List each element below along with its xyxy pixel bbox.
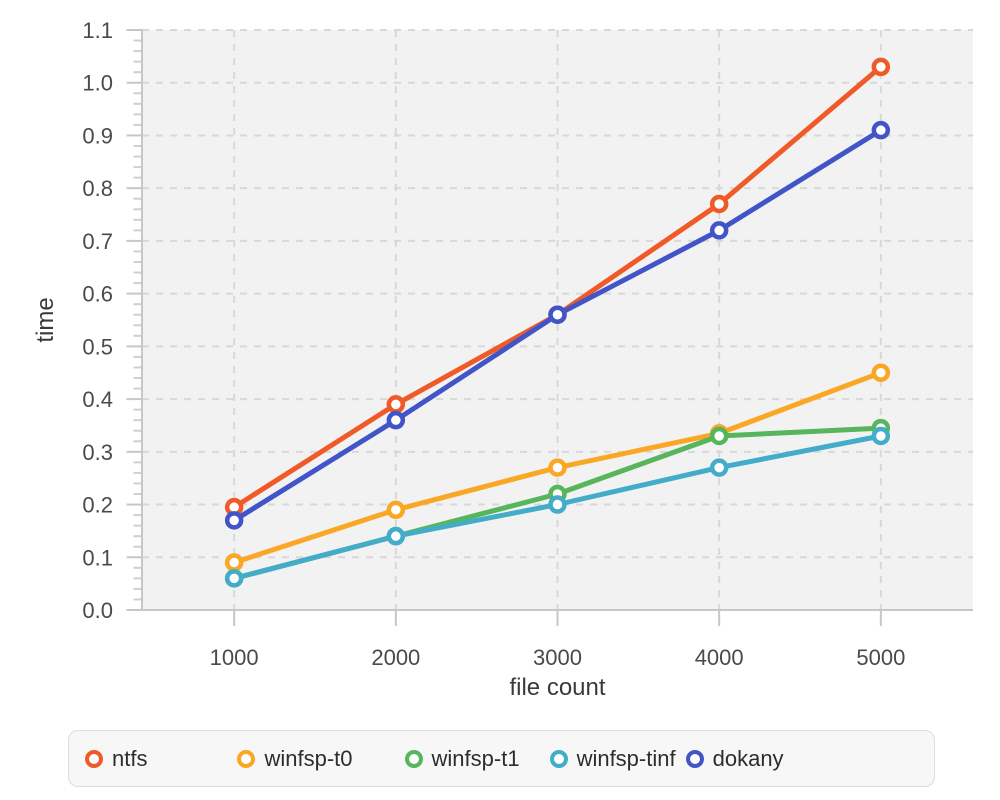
data-point-winfsp-tinf-1000: [224, 569, 244, 588]
data-point-winfsp-tinf-5000: [871, 426, 891, 446]
data-point-dokany-1000: [224, 511, 244, 530]
tick-labels: 0.0 0.1 0.2 0.3 0.4 0.5 0.6 0.7 0.8 0.9 1.0 1.1 1000…: [82, 18, 905, 670]
series-winfsp-tinf: [224, 426, 891, 588]
legend-item-label: winfsp-t0: [264, 745, 353, 771]
series-dokany: [224, 120, 891, 530]
legend-item-ntfs[interactable]: ntfs: [85, 746, 147, 772]
y-tick-label: 1.0: [82, 71, 113, 96]
data-point-dokany-5000: [871, 120, 891, 140]
y-tick-label: 0.0: [82, 598, 113, 623]
y-tick-label: 0.1: [82, 545, 113, 570]
legend-item-label: dokany: [712, 745, 784, 771]
data-point-ntfs-4000: [709, 194, 729, 214]
legend-marker-icon: [685, 749, 704, 768]
x-tick-label: 2000: [371, 645, 420, 670]
y-tick-label: 0.4: [82, 387, 113, 412]
axis-ticks: [126, 29, 882, 626]
legend-item-winfsp-t1[interactable]: winfsp-t1: [404, 745, 520, 772]
y-tick-label: 0.8: [82, 176, 113, 201]
data-point-dokany-2000: [386, 410, 406, 430]
data-point-dokany-3000: [548, 305, 567, 324]
y-tick-label: 0.3: [82, 440, 113, 465]
data-point-winfsp-t0-5000: [871, 363, 891, 382]
x-axis-title: file count: [509, 674, 606, 701]
y-tick-label: 0.5: [82, 334, 113, 359]
y-tick-label: 0.6: [82, 282, 113, 307]
data-point-winfsp-tinf-4000: [709, 458, 729, 477]
data-point-ntfs-2000: [386, 395, 406, 414]
y-tick-label: 0.2: [82, 493, 113, 518]
legend-item-winfsp-tinf[interactable]: winfsp-tinf: [549, 745, 676, 772]
x-tick-label: 1000: [210, 645, 259, 670]
legend-item-label: winfsp-t1: [431, 745, 520, 771]
y-tick-label: 1.1: [82, 18, 113, 43]
legend-item-winfsp-t0[interactable]: winfsp-t0: [237, 745, 353, 772]
legend-item-label: ntfs: [112, 745, 148, 771]
data-point-winfsp-t1-4000: [709, 426, 729, 446]
y-tick-label: 0.7: [82, 229, 113, 254]
data-point-dokany-4000: [709, 221, 729, 240]
legend-marker-icon: [549, 749, 568, 768]
legend-item-label: winfsp-tinf: [576, 745, 676, 771]
data-point-winfsp-t0-2000: [386, 500, 406, 520]
x-tick-label: 4000: [695, 645, 744, 670]
x-tick-label: 5000: [856, 645, 905, 670]
data-point-winfsp-tinf-3000: [548, 495, 567, 514]
data-point-winfsp-tinf-2000: [386, 526, 406, 546]
data-point-winfsp-t0-3000: [548, 458, 567, 477]
legend-marker-icon: [85, 749, 103, 768]
data-point-winfsp-t0-1000: [224, 553, 244, 572]
legend-marker-icon: [237, 749, 256, 768]
y-axis-title: time: [32, 297, 59, 343]
axis-lines: [126, 30, 973, 611]
y-tick-label: 0.9: [82, 123, 113, 148]
legend: ntfs winfsp-t0 winfsp-t1 winfsp-tinf dokany: [68, 730, 935, 787]
legend-marker-icon: [404, 749, 423, 768]
data-point-ntfs-5000: [871, 57, 891, 77]
legend-item-dokany[interactable]: dokany: [685, 745, 784, 772]
gridlines: [142, 29, 973, 610]
x-tick-label: 3000: [533, 645, 582, 670]
